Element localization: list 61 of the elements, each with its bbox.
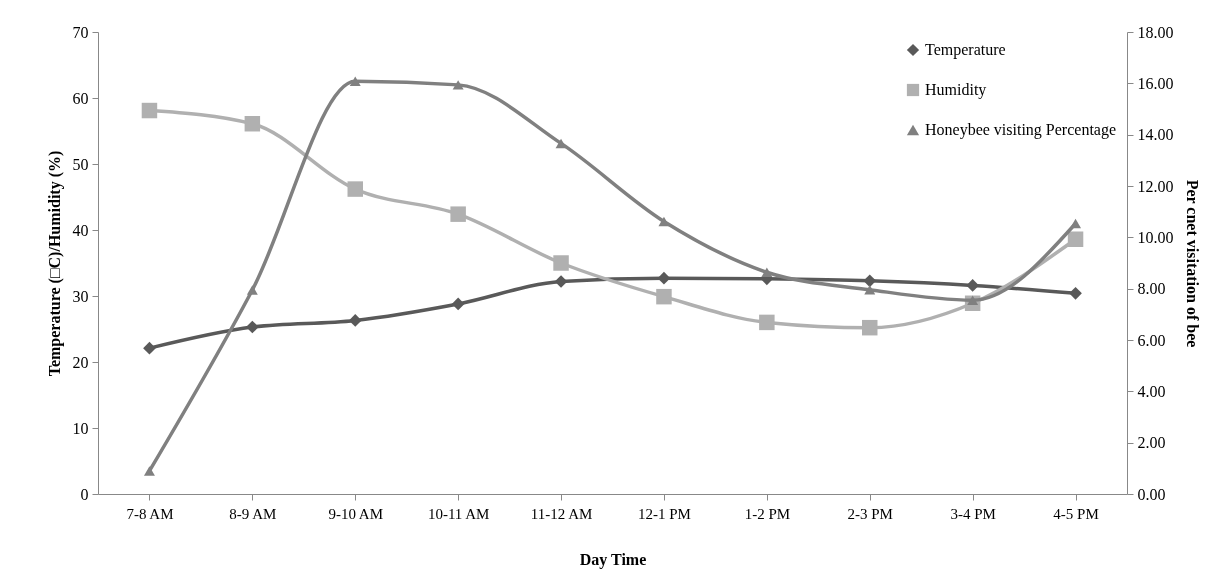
point [246,285,258,295]
point [966,279,979,292]
y-tick-label: 50 [72,155,89,173]
y-tick-label: 10 [72,419,89,437]
x-tick-label: 10-11 AM [427,505,490,522]
point [452,80,464,90]
y2-tick-label: 8.00 [1137,280,1166,298]
point [554,275,568,288]
y-tick-label: 0 [80,485,89,503]
x-tick-label: 4-5 PM [1053,505,1099,522]
point [349,76,361,87]
point [348,314,362,327]
point [553,255,569,271]
x-tick-label: 2-3 PM [847,505,893,522]
y2-tick-label: 10.00 [1137,228,1174,246]
point [656,288,672,305]
x-tick-label: 7-8 AM [126,505,174,522]
point [1067,231,1084,247]
x-tick-label: 8-9 AM [229,505,277,522]
point [1069,287,1082,300]
point [761,267,773,277]
y-tick-label: 70 [72,23,89,41]
legend-label: Honeybee visiting Percentage [925,121,1117,139]
point [347,181,363,197]
y-tick-label: 20 [72,353,89,371]
legend-label: Temperature [925,41,1006,59]
point [862,319,878,336]
point [759,314,775,331]
x-axis-title: Day Time [579,550,647,569]
y-tick-label: 40 [72,221,89,239]
y2-tick-label: 14.00 [1137,126,1174,144]
y2-tick-label: 0.00 [1137,485,1166,503]
legend-label: Humidity [925,81,987,99]
y-tick-label: 30 [72,287,89,305]
y2-tick-label: 18.00 [1137,23,1174,41]
y2-tick-label: 2.00 [1137,434,1166,452]
y-axis-title: Temperature (□C)/Humidity (%) [45,150,64,377]
x-tick-label: 12-1 PM [637,505,691,522]
point [246,320,259,334]
y2-tick-label: 4.00 [1137,382,1166,400]
point [657,271,671,285]
x-tick-label: 11-12 AM [530,505,593,522]
point [658,216,670,227]
point [1070,218,1082,229]
point [244,115,261,132]
point [450,206,466,222]
point [451,297,465,311]
y2-tick-label: 16.00 [1137,74,1174,92]
x-tick-label: 1-2 PM [744,505,791,522]
x-tick-label: 3-4 PM [950,505,996,522]
point [143,341,156,355]
y2-tick-label: 6.00 [1137,331,1166,349]
point [555,138,567,149]
point [141,102,158,119]
x-tick-label: 9-10 AM [328,505,384,522]
y-tick-label: 60 [72,89,89,107]
point [864,284,876,295]
y2-axis-title: Per cnet visitation of bee [1183,179,1201,348]
y2-tick-label: 12.00 [1137,177,1174,195]
point [863,274,877,288]
point [143,466,155,476]
